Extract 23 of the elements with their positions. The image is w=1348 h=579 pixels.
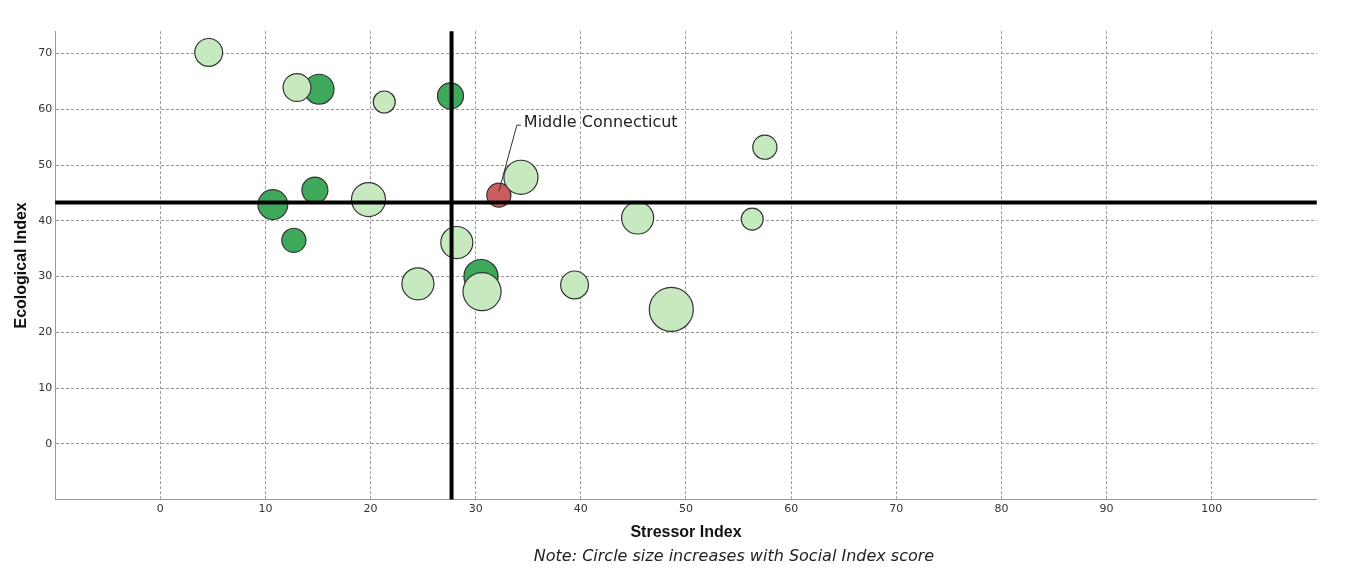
x-tick-label: 40 [573,502,588,516]
x-tick-label: 100 [1201,502,1223,516]
x-axis-title: Stressor Index [630,522,742,540]
x-tick-label: 30 [468,502,483,516]
y-tick-label: 70 [38,46,53,60]
y-tick-label: 30 [38,269,53,283]
x-tick-label: 20 [363,502,378,516]
text: Note: Circle size increases with Social Index score [532,546,936,565]
x-tick-label: 80 [994,502,1009,516]
x-tick-label: 60 [784,502,799,516]
y-tick-label: 60 [38,102,53,116]
y-tick-label: 10 [38,380,53,394]
x-tick-label: 0 [156,502,164,516]
x-tick-label: 10 [258,502,273,516]
x-tick-label: 90 [1099,502,1114,516]
x-tick-label: 70 [889,502,904,516]
annotation: Middle Connecticut [523,112,678,132]
y-tick-label: 20 [38,325,53,339]
y-tick-label: 40 [38,213,53,227]
y-axis-title: Ecological Index [12,202,30,329]
x-tick-label: 50 [679,502,693,516]
y-tick-label: 0 [45,436,53,450]
y-tick-label: 50 [38,157,53,171]
